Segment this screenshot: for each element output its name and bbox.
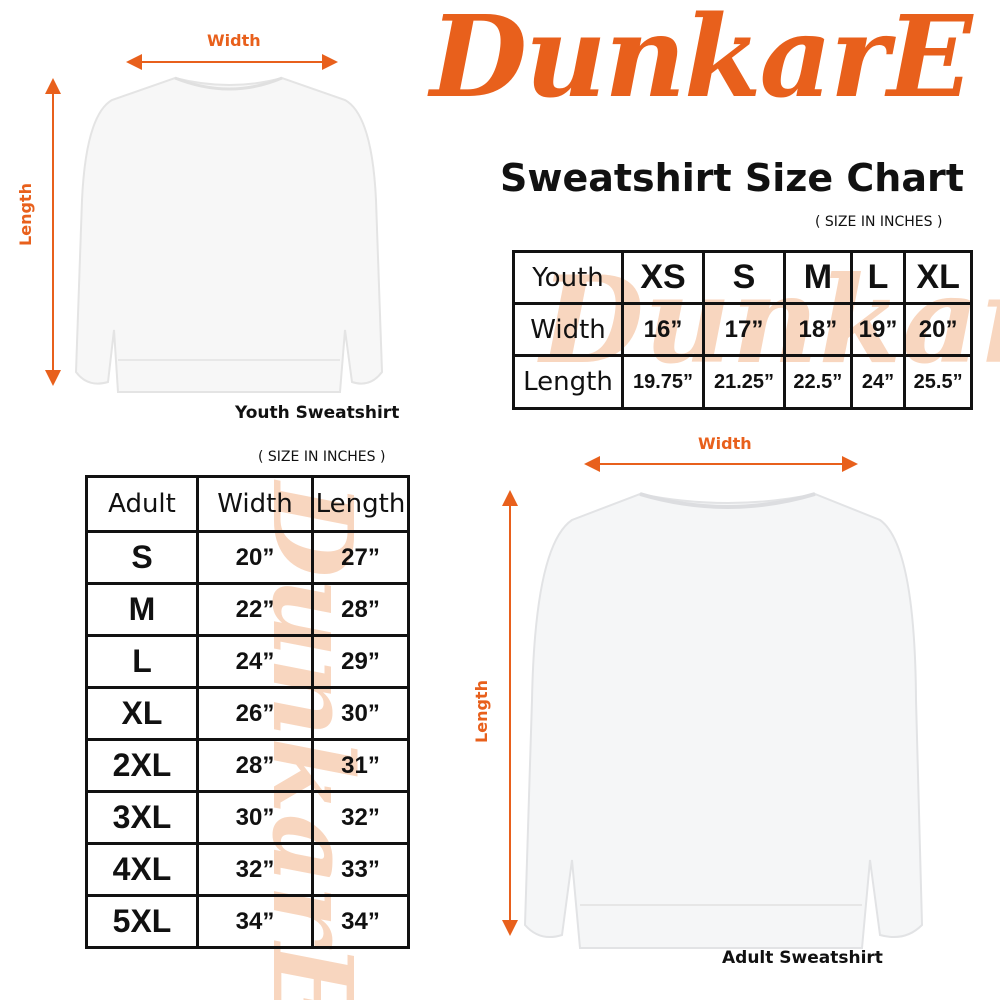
cell: 31” bbox=[311, 738, 410, 793]
table-row: 3XL 30” 32” bbox=[85, 790, 410, 845]
cell: 29” bbox=[311, 634, 410, 689]
table-row: Length 19.75” 21.25” 22.5” 24” 25.5” bbox=[512, 354, 973, 410]
adult-caption: Adult Sweatshirt bbox=[722, 948, 883, 968]
size-label: XL bbox=[85, 686, 199, 741]
cell: 24” bbox=[849, 354, 907, 410]
table-row: 4XL 32” 33” bbox=[85, 842, 410, 897]
size-label: 5XL bbox=[85, 894, 199, 949]
cell: 19” bbox=[849, 302, 907, 357]
cell: 28” bbox=[196, 738, 314, 793]
cell: 17” bbox=[702, 302, 786, 357]
cell: 20” bbox=[903, 302, 973, 357]
header-cell: Adult bbox=[85, 475, 199, 533]
header-cell: Youth bbox=[512, 250, 624, 305]
adult-length-label: Length bbox=[471, 680, 491, 743]
row-label: Length bbox=[512, 354, 624, 410]
youth-sweatshirt-image bbox=[74, 76, 384, 393]
cell: 32” bbox=[311, 790, 410, 845]
header-cell: XL bbox=[903, 250, 973, 305]
table-row: 5XL 34” 34” bbox=[85, 894, 410, 949]
cell: 27” bbox=[311, 530, 410, 585]
header-cell: Length bbox=[311, 475, 410, 533]
adult-width-label: Width bbox=[698, 434, 752, 453]
cell: 26” bbox=[196, 686, 314, 741]
adult-units-note: ( SIZE IN INCHES ) bbox=[258, 449, 386, 465]
youth-width-label: Width bbox=[207, 31, 261, 50]
header-cell: Width bbox=[196, 475, 314, 533]
size-label: 2XL bbox=[85, 738, 199, 793]
cell: 33” bbox=[311, 842, 410, 897]
cell: 22.5” bbox=[783, 354, 853, 410]
cell: 21.25” bbox=[702, 354, 786, 410]
cell: 30” bbox=[311, 686, 410, 741]
youth-units-note: ( SIZE IN INCHES ) bbox=[815, 214, 943, 230]
row-label: Width bbox=[512, 302, 624, 357]
cell: 18” bbox=[783, 302, 853, 357]
size-label: 3XL bbox=[85, 790, 199, 845]
youth-caption: Youth Sweatshirt bbox=[235, 403, 400, 423]
cell: 28” bbox=[311, 582, 410, 637]
header-cell: M bbox=[783, 250, 853, 305]
size-label: L bbox=[85, 634, 199, 689]
table-row: S 20” 27” bbox=[85, 530, 410, 585]
cell: 16” bbox=[621, 302, 705, 357]
table-header-row: Youth XS S M L XL bbox=[512, 250, 973, 305]
size-label: S bbox=[85, 530, 199, 585]
youth-length-label: Length bbox=[15, 183, 35, 246]
cell: 34” bbox=[196, 894, 314, 949]
size-label: 4XL bbox=[85, 842, 199, 897]
cell: 20” bbox=[196, 530, 314, 585]
cell: 19.75” bbox=[621, 354, 705, 410]
table-row: L 24” 29” bbox=[85, 634, 410, 689]
cell: 34” bbox=[311, 894, 410, 949]
header-cell: S bbox=[702, 250, 786, 305]
header-cell: L bbox=[849, 250, 907, 305]
table-row: M 22” 28” bbox=[85, 582, 410, 637]
cell: 22” bbox=[196, 582, 314, 637]
table-row: Width 16” 17” 18” 19” 20” bbox=[512, 302, 973, 357]
cell: 32” bbox=[196, 842, 314, 897]
size-label: M bbox=[85, 582, 199, 637]
cell: 25.5” bbox=[903, 354, 973, 410]
cell: 30” bbox=[196, 790, 314, 845]
youth-size-table: Youth XS S M L XL Width 16” 17” 18” 19” … bbox=[512, 250, 973, 410]
table-row: 2XL 28” 31” bbox=[85, 738, 410, 793]
table-header-row: Adult Width Length bbox=[85, 475, 410, 533]
adult-sweatshirt-image bbox=[523, 492, 924, 949]
header-cell: XS bbox=[621, 250, 705, 305]
table-row: XL 26” 30” bbox=[85, 686, 410, 741]
cell: 24” bbox=[196, 634, 314, 689]
adult-size-table: Adult Width Length S 20” 27” M 22” 28” L 24” 29”… bbox=[85, 475, 410, 949]
page-title: Sweatshirt Size Chart bbox=[500, 156, 964, 200]
brand-logo: DunkarE bbox=[430, 0, 973, 123]
